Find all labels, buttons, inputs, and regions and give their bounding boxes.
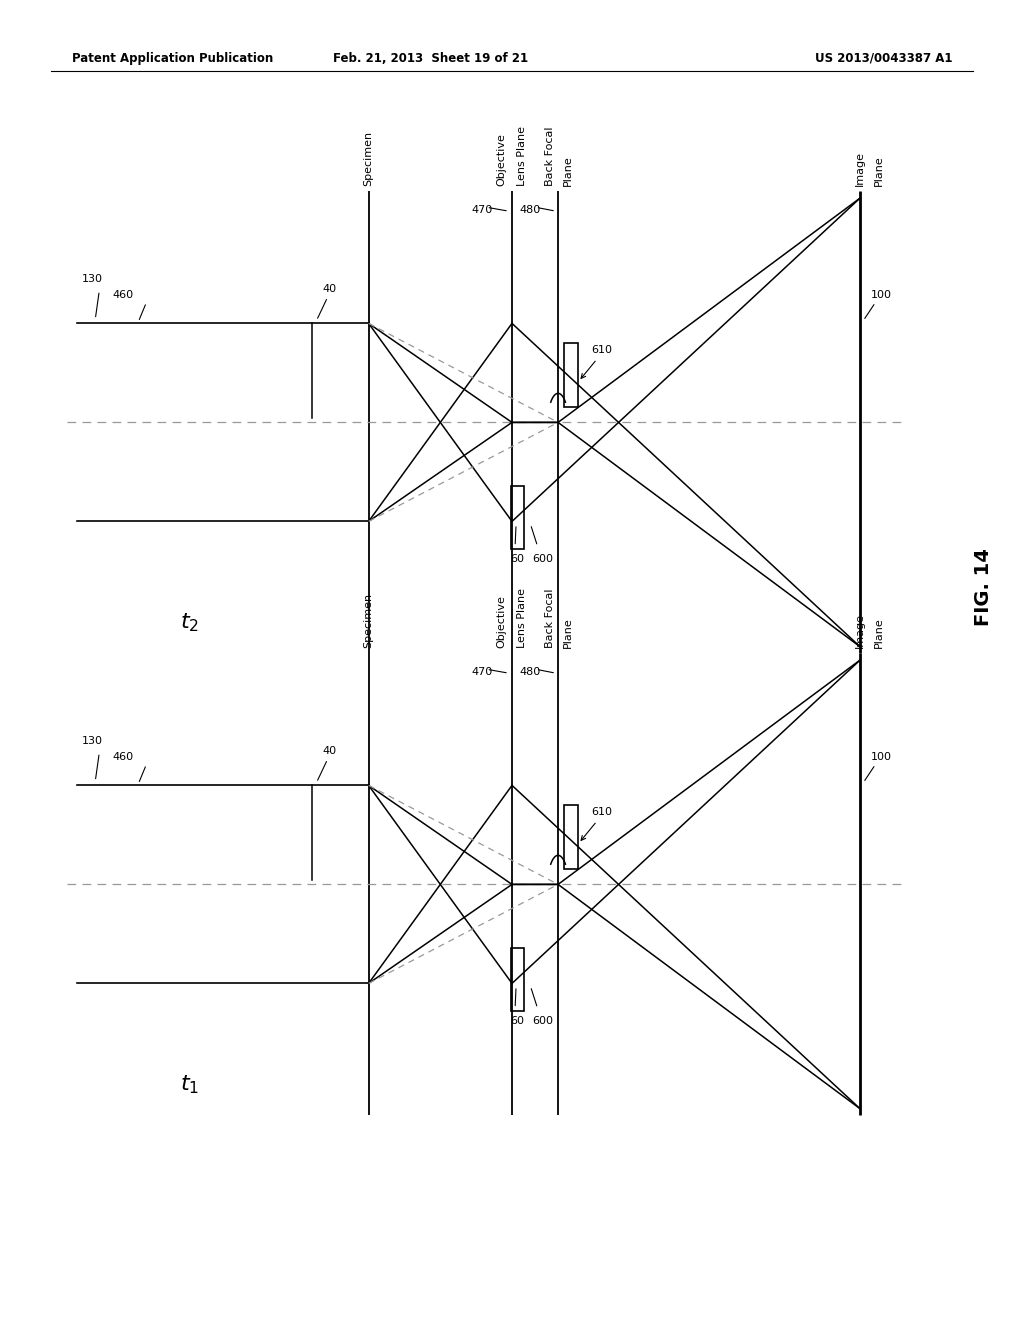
Bar — [511, 948, 524, 1011]
Text: 40: 40 — [323, 746, 337, 756]
Text: Patent Application Publication: Patent Application Publication — [72, 51, 273, 65]
Text: 600: 600 — [532, 1016, 554, 1027]
Text: 610: 610 — [591, 807, 612, 817]
Text: Plane: Plane — [563, 618, 573, 648]
Text: 40: 40 — [323, 284, 337, 294]
Text: Objective: Objective — [497, 133, 507, 186]
Text: Plane: Plane — [873, 618, 884, 648]
Text: 600: 600 — [532, 554, 554, 565]
Text: Back Focal: Back Focal — [545, 589, 555, 648]
Text: Plane: Plane — [563, 156, 573, 186]
Text: $t_{1}$: $t_{1}$ — [180, 1073, 199, 1096]
Text: Plane: Plane — [873, 156, 884, 186]
Text: 480: 480 — [519, 667, 541, 677]
Text: Lens Plane: Lens Plane — [517, 589, 527, 648]
Text: Lens Plane: Lens Plane — [517, 127, 527, 186]
Text: 100: 100 — [870, 751, 892, 762]
Text: FIG. 14: FIG. 14 — [974, 549, 992, 626]
Bar — [564, 805, 578, 869]
Text: Specimen: Specimen — [364, 593, 374, 648]
Text: 100: 100 — [870, 289, 892, 300]
Text: Image: Image — [855, 150, 865, 186]
Text: 60: 60 — [510, 554, 524, 565]
Text: 480: 480 — [519, 205, 541, 215]
Text: US 2013/0043387 A1: US 2013/0043387 A1 — [815, 51, 952, 65]
Text: Objective: Objective — [497, 595, 507, 648]
Text: $t_{2}$: $t_{2}$ — [180, 611, 199, 634]
Text: 470: 470 — [471, 205, 493, 215]
Text: 610: 610 — [591, 345, 612, 355]
Text: Specimen: Specimen — [364, 131, 374, 186]
Text: Image: Image — [855, 612, 865, 648]
Text: 470: 470 — [471, 667, 493, 677]
Bar — [511, 486, 524, 549]
Text: Back Focal: Back Focal — [545, 127, 555, 186]
Text: Feb. 21, 2013  Sheet 19 of 21: Feb. 21, 2013 Sheet 19 of 21 — [333, 51, 527, 65]
Text: 130: 130 — [82, 735, 103, 746]
Bar — [564, 343, 578, 407]
Text: 60: 60 — [510, 1016, 524, 1027]
Text: 460: 460 — [113, 751, 134, 762]
Text: 130: 130 — [82, 273, 103, 284]
Text: 460: 460 — [113, 289, 134, 300]
